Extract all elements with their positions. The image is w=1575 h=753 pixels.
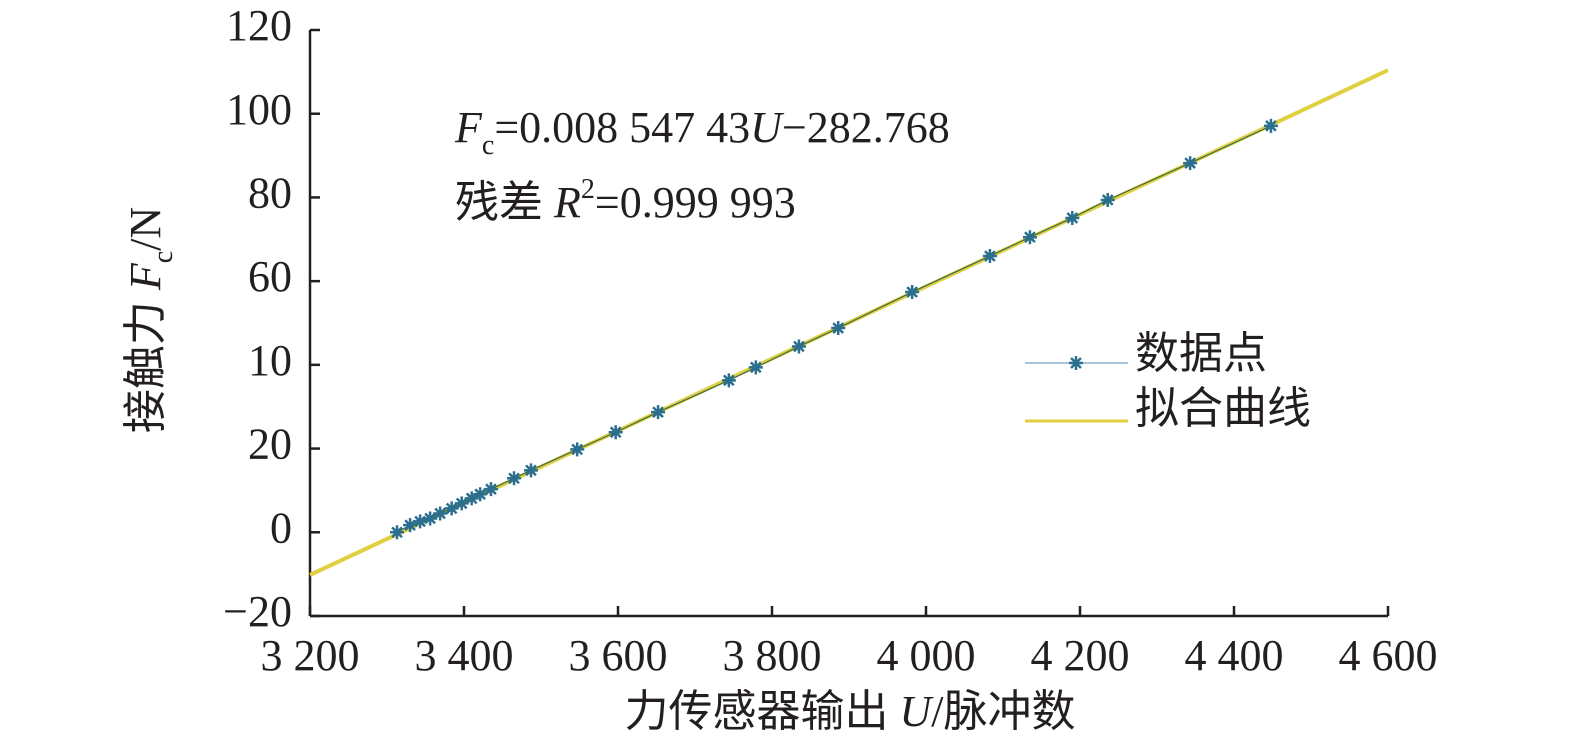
data-point (1183, 156, 1198, 171)
data-point (523, 463, 538, 478)
x-axis-label-part: /脉冲数 (931, 687, 1075, 736)
data-point (454, 496, 469, 511)
annotation: 残差 R2=0.999 993 (455, 174, 796, 227)
annotation-part: =0.999 993 (595, 178, 796, 227)
legend-label: 拟合曲线 (1135, 384, 1311, 433)
data-point (748, 360, 763, 375)
y-tick-label: 60 (248, 252, 292, 301)
y-tick-label: 80 (248, 169, 292, 218)
data-point (464, 491, 479, 506)
data-point (905, 285, 920, 300)
annotation-part: −282.768 (782, 103, 950, 152)
y-axis-label-part: F (121, 262, 170, 291)
data-point (791, 339, 806, 354)
x-axis-label-part: U (899, 687, 934, 736)
y-tick-label: 10 (248, 336, 292, 385)
y-axis-label: 接触力 Fc/N (121, 207, 179, 433)
annotation: Fc=0.008 547 43U−282.768 (454, 103, 950, 161)
x-axis-label: 力传感器输出 U/脉冲数 (624, 687, 1075, 736)
data-point (721, 373, 736, 388)
annotation-part: 残差 (455, 178, 554, 227)
x-tick-label: 3 600 (569, 631, 668, 680)
x-axis-label-part: 力传感器输出 (624, 687, 899, 736)
data-point (1100, 192, 1115, 207)
y-tick-label: 120 (226, 1, 292, 50)
data-point (608, 425, 623, 440)
data-point (413, 514, 428, 529)
data-point (483, 482, 498, 497)
data-point (433, 506, 448, 521)
data-point (423, 511, 438, 526)
data-point (1065, 210, 1080, 225)
x-tick-label: 3 400 (415, 631, 514, 680)
y-axis-label-part: 接触力 (121, 290, 170, 433)
y-tick-label: 20 (248, 420, 292, 469)
annotation-part: F (454, 103, 483, 152)
y-tick-label: −20 (223, 587, 292, 636)
legend-marker (1069, 356, 1083, 370)
y-axis-label-part: /N (121, 207, 170, 251)
data-point (982, 249, 997, 264)
x-tick-label: 4 600 (1339, 631, 1438, 680)
data-point (651, 405, 666, 420)
y-tick-label: 100 (226, 85, 292, 134)
annotation-part: U (750, 103, 785, 152)
data-point (444, 501, 459, 516)
data-point (1022, 230, 1037, 245)
x-tick-label: 3 200 (261, 631, 360, 680)
x-tick-label: 4 200 (1031, 631, 1130, 680)
data-point (570, 442, 585, 457)
annotation-part: R (553, 178, 581, 227)
data-point (403, 518, 418, 533)
x-tick-label: 4 400 (1185, 631, 1284, 680)
data-point (390, 525, 405, 540)
annotation-part: c (482, 130, 494, 161)
data-point (507, 471, 522, 486)
annotation-part: =0.008 547 43 (494, 103, 750, 152)
data-point (1263, 118, 1278, 133)
y-tick-label: 0 (270, 503, 292, 552)
data-point (831, 321, 846, 336)
y-axis-label-part: c (148, 251, 179, 263)
x-tick-label: 3 800 (723, 631, 822, 680)
legend-label: 数据点 (1135, 329, 1267, 378)
annotation-part: 2 (581, 174, 595, 205)
data-point (473, 487, 488, 502)
x-tick-label: 4 000 (877, 631, 976, 680)
